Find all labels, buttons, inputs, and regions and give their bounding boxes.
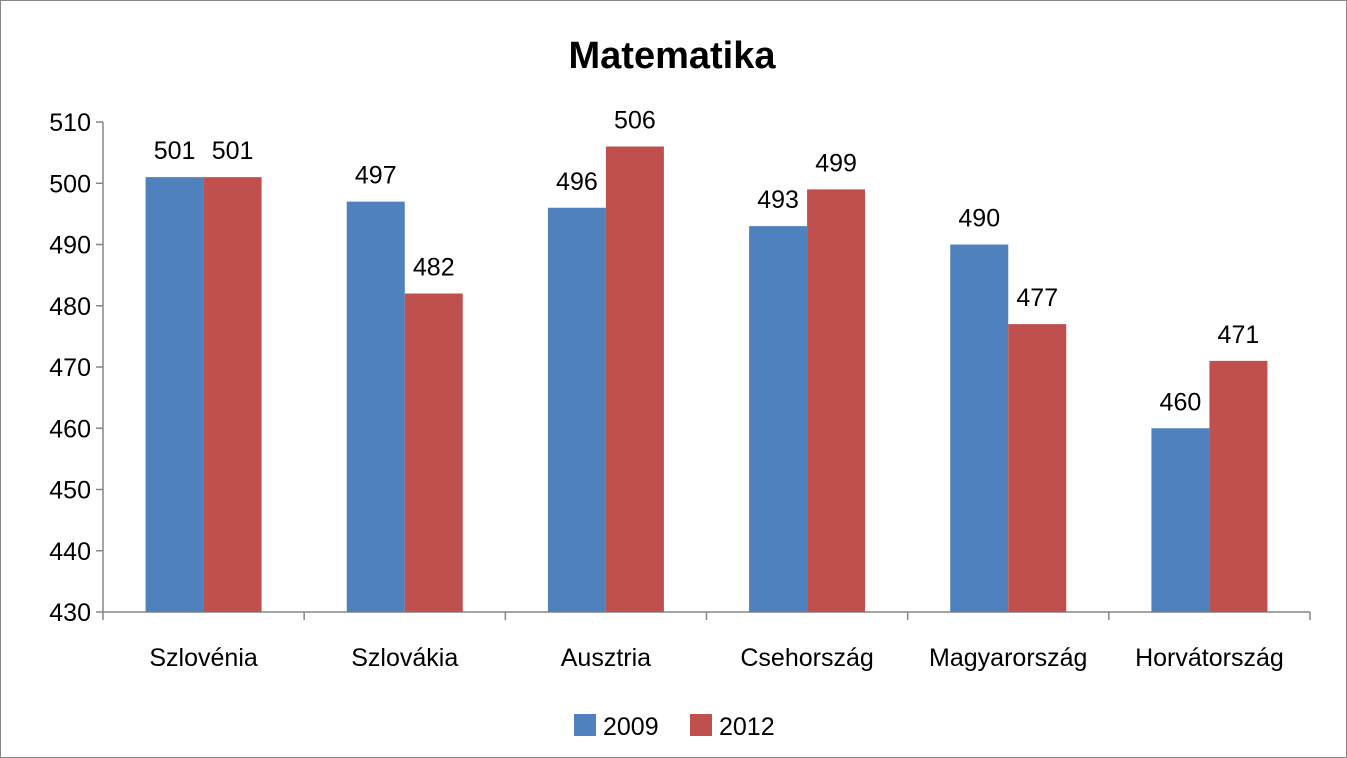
bar-2012 xyxy=(1008,324,1067,612)
legend-swatch-2009 xyxy=(574,714,596,736)
y-tick-label: 500 xyxy=(49,170,91,198)
bar-2009 xyxy=(749,226,808,612)
data-labels: 501 497 496 493 490 460 501 482 506 499 477 471 xyxy=(154,107,1260,417)
y-tick-label: 490 xyxy=(49,232,91,260)
bars xyxy=(145,146,1268,612)
axes: 430 440 450 460 470 480 490 500 510 Szlovénia Szlo… xyxy=(49,109,1311,672)
y-tick-label: 480 xyxy=(49,293,91,321)
legend: 2009 2012 xyxy=(574,713,775,741)
data-label-2012: 482 xyxy=(413,254,455,282)
legend-label-2009: 2009 xyxy=(603,713,659,741)
data-label-2009: 460 xyxy=(1160,388,1202,416)
data-label-2012: 477 xyxy=(1016,284,1058,312)
x-tick-label: Csehország xyxy=(740,644,873,672)
bar-2009 xyxy=(950,244,1009,612)
y-tick-label: 450 xyxy=(49,477,91,505)
bar-2009 xyxy=(1151,428,1210,612)
data-label-2012: 506 xyxy=(614,107,656,135)
bar-2012 xyxy=(404,293,463,612)
x-tick-label: Szlovénia xyxy=(149,644,257,672)
data-label-2012: 499 xyxy=(815,149,857,177)
chart-title: Matematika xyxy=(569,35,777,77)
x-tick-label: Szlovákia xyxy=(351,644,458,672)
bar-2012 xyxy=(1209,360,1268,612)
y-tick-label: 510 xyxy=(49,109,91,137)
legend-label-2012: 2012 xyxy=(719,713,775,741)
y-tick-label: 470 xyxy=(49,354,91,382)
data-label-2009: 493 xyxy=(757,186,799,214)
x-tick-label: Magyarország xyxy=(929,644,1087,672)
bar-2009 xyxy=(145,177,204,612)
bar-2012 xyxy=(203,177,262,612)
bar-2012 xyxy=(605,146,664,612)
data-label-2012: 501 xyxy=(212,137,254,165)
y-tick-label: 440 xyxy=(49,538,91,566)
data-label-2009: 490 xyxy=(958,205,1000,233)
legend-swatch-2012 xyxy=(690,714,712,736)
data-label-2009: 496 xyxy=(556,168,598,196)
x-tick-label: Horvátország xyxy=(1135,644,1284,672)
y-tick-label: 430 xyxy=(49,599,91,627)
y-tick-label: 460 xyxy=(49,415,91,443)
data-label-2012: 471 xyxy=(1218,321,1260,349)
data-label-2009: 501 xyxy=(154,137,196,165)
bar-2012 xyxy=(807,189,866,612)
bar-2009 xyxy=(346,201,405,612)
data-label-2009: 497 xyxy=(355,162,397,190)
x-tick-label: Ausztria xyxy=(561,644,651,672)
bar-2009 xyxy=(547,207,606,612)
